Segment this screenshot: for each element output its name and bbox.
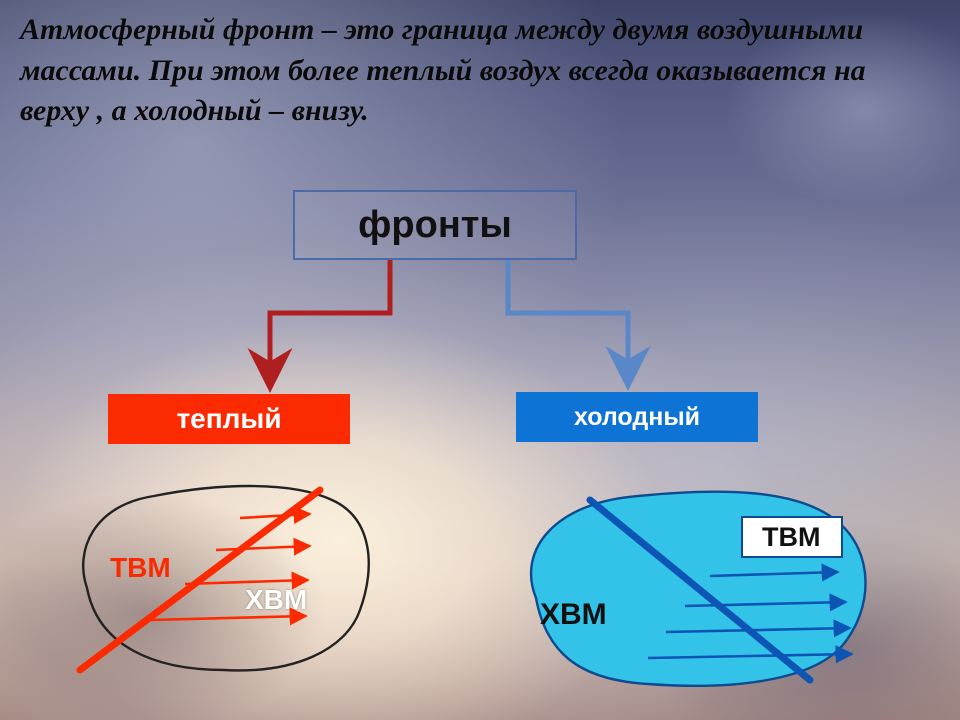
warm-tvm-label: ТВМ — [110, 552, 171, 584]
headline-text: Атмосферный фронт – это граница между дв… — [20, 10, 920, 132]
connector-cold — [498, 258, 698, 398]
title-label: фронты — [358, 204, 512, 247]
cold-diagram — [498, 478, 898, 708]
category-warm-box: теплый — [108, 394, 350, 444]
warm-hvm-label: ХВМ — [245, 584, 307, 616]
slide-canvas: Атмосферный фронт – это граница между дв… — [0, 0, 960, 720]
warm-diagram — [54, 470, 394, 700]
category-cold-label: холодный — [574, 403, 700, 432]
category-warm-label: теплый — [176, 403, 281, 435]
connector-warm — [230, 258, 410, 398]
cold-hvm-label: ХВМ — [540, 598, 607, 632]
category-cold-box: холодный — [516, 392, 758, 442]
cold-tvm-label: ТВМ — [762, 522, 820, 553]
title-box: фронты — [293, 190, 577, 260]
